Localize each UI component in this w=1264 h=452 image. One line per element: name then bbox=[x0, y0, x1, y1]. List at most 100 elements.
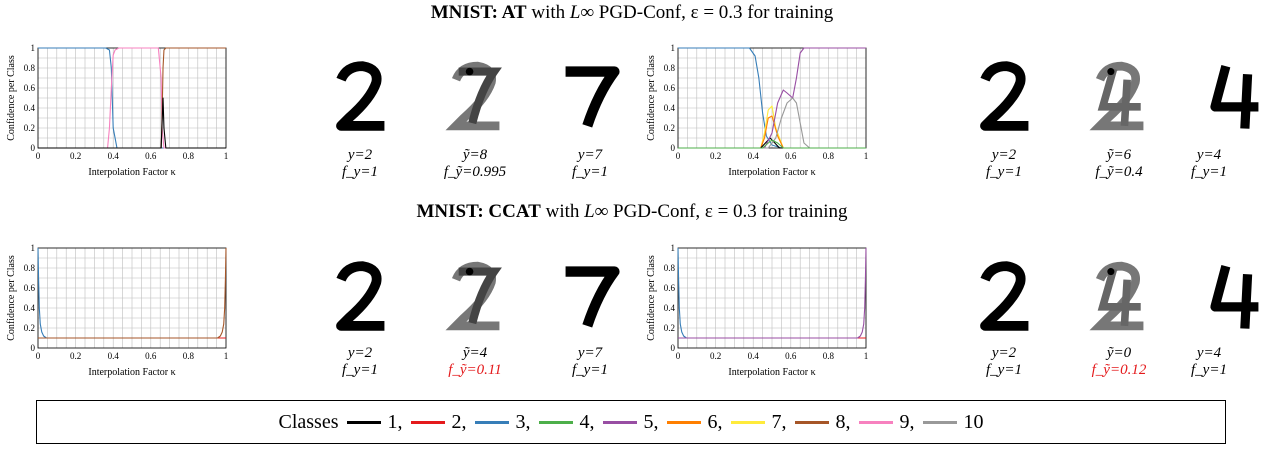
digit-image-2 bbox=[336, 61, 385, 131]
y-tick-label: 0.2 bbox=[24, 123, 35, 133]
y-tick-label: 0.4 bbox=[24, 303, 36, 313]
legend-item: 10 bbox=[922, 411, 984, 434]
confidence-plot-at-1: 0 0.2 0.4 0.6 0.8 1 0 0.2 0.4 0.6 0.8 1 Interpolatio… bbox=[6, 43, 229, 178]
legend-swatch bbox=[666, 420, 701, 424]
legend-swatch bbox=[346, 420, 381, 424]
section-title-ccat: MNIST: CCAT with L∞ PGD-Conf, ε = 0.3 fo… bbox=[0, 201, 1264, 223]
x-tick-label: 0.6 bbox=[785, 151, 797, 161]
x-tick-label: 1 bbox=[864, 351, 869, 361]
legend-swatch bbox=[794, 420, 829, 424]
x-tick-label: 0.8 bbox=[183, 351, 195, 361]
x-tick-label: 0.4 bbox=[748, 151, 760, 161]
legend-swatch bbox=[538, 420, 573, 424]
legend-item: 1, bbox=[346, 411, 403, 434]
legend-item: 2, bbox=[410, 410, 467, 434]
y-tick-label: 0.8 bbox=[24, 263, 36, 273]
title-text: PGD-Conf, ε = 0.3 for training bbox=[608, 201, 848, 222]
x-tick-label: 0.2 bbox=[70, 151, 81, 161]
x-tick-label: 0 bbox=[676, 151, 681, 161]
legend-label-text: 2, bbox=[451, 410, 467, 433]
legend-label-text: 9, bbox=[899, 410, 915, 433]
digit-image-2 bbox=[980, 261, 1029, 331]
x-tick-label: 0.8 bbox=[823, 351, 835, 361]
digit-image-7 bbox=[565, 66, 620, 128]
x-tick-label: 0.6 bbox=[145, 151, 157, 161]
legend-swatch bbox=[474, 420, 509, 424]
legend-swatch bbox=[602, 420, 637, 424]
legend-item: 4, bbox=[538, 410, 595, 434]
y-tick-label: 1 bbox=[31, 43, 36, 53]
y-tick-label: 0.6 bbox=[24, 83, 36, 93]
y-tick-label: 1 bbox=[671, 43, 676, 53]
title-bold: MNIST: CCAT bbox=[416, 201, 541, 222]
legend-item: 6, bbox=[666, 410, 723, 434]
x-tick-label: 0.6 bbox=[145, 351, 157, 361]
y-axis-label: Confidence per Class bbox=[6, 55, 17, 141]
digit-image-2 bbox=[336, 261, 385, 331]
class-legend: Classes 1, 2, 3, 4, 5, 6, 7, 8, 9, 10 bbox=[36, 400, 1226, 444]
legend-label: Classes bbox=[278, 410, 339, 433]
series-line-class-10 bbox=[678, 97, 866, 149]
y-tick-label: 0.8 bbox=[664, 263, 676, 273]
y-tick-label: 0 bbox=[671, 343, 676, 353]
x-tick-label: 0.4 bbox=[748, 351, 760, 361]
x-tick-label: 1 bbox=[224, 151, 229, 161]
legend-label-text: 6, bbox=[707, 410, 723, 433]
legend-item: 9, bbox=[858, 410, 915, 434]
y-tick-label: 0 bbox=[31, 143, 36, 153]
legend-item: 3, bbox=[474, 410, 531, 434]
caption-adversarial: ỹ=4 f_ỹ=0.11 bbox=[448, 345, 502, 378]
plot-frame bbox=[677, 247, 867, 349]
x-tick-label: 0.4 bbox=[108, 151, 120, 161]
legend-label-text: 3, bbox=[515, 410, 531, 433]
series-line-class-4 bbox=[678, 139, 866, 149]
x-tick-label: 0 bbox=[676, 351, 681, 361]
caption-target: y=4 f_y=1 bbox=[1191, 345, 1227, 378]
caption-source: y=2 f_y=1 bbox=[342, 345, 378, 378]
legend-swatch bbox=[730, 420, 765, 424]
title-bold: MNIST: AT bbox=[430, 2, 527, 23]
caption-adversarial: ỹ=8 f_ỹ=0.995 bbox=[443, 147, 507, 180]
caption-adversarial: ỹ=0 f_ỹ=0.12 bbox=[1091, 345, 1147, 378]
y-tick-label: 1 bbox=[31, 243, 36, 253]
y-tick-label: 0.2 bbox=[24, 323, 35, 333]
y-tick-label: 0.6 bbox=[24, 283, 36, 293]
series-line-class-5 bbox=[678, 47, 866, 149]
x-tick-label: 0 bbox=[36, 351, 41, 361]
caption-target: y=7 f_y=1 bbox=[572, 147, 608, 180]
y-tick-label: 0 bbox=[671, 143, 676, 153]
y-tick-label: 0.4 bbox=[24, 103, 36, 113]
y-tick-label: 0 bbox=[31, 343, 36, 353]
caption-target: y=7 f_y=1 bbox=[572, 345, 608, 378]
plot-frame bbox=[37, 247, 227, 349]
legend-item: 7, bbox=[730, 411, 787, 434]
caption-target: y=4 f_y=1 bbox=[1191, 147, 1227, 180]
title-joiner: with bbox=[526, 2, 570, 23]
y-tick-label: 1 bbox=[671, 243, 676, 253]
legend-label-text: 4, bbox=[579, 410, 595, 433]
x-tick-label: 0.2 bbox=[710, 351, 721, 361]
digit-image-4 bbox=[1210, 264, 1259, 329]
y-tick-label: 0.6 bbox=[664, 283, 676, 293]
title-math: L∞ bbox=[584, 201, 609, 222]
y-tick-label: 0.8 bbox=[664, 63, 676, 73]
x-tick-label: 0.8 bbox=[823, 151, 835, 161]
y-tick-label: 0.6 bbox=[664, 83, 676, 93]
y-axis-label: Confidence per Class bbox=[646, 55, 657, 141]
confidence-plot-ccat-2: 0 0.2 0.4 0.6 0.8 1 0 0.2 0.4 0.6 0.8 1 Interpolatio… bbox=[646, 243, 869, 378]
x-axis-label: Interpolation Factor κ bbox=[88, 367, 175, 378]
series-line-class-9 bbox=[38, 47, 226, 149]
confidence-plot-at-2: 0 0.2 0.4 0.6 0.8 1 0 0.2 0.4 0.6 0.8 1 Interpolatio… bbox=[646, 43, 868, 178]
section-title-at: MNIST: AT with L∞ PGD-Conf, ε = 0.3 for … bbox=[0, 2, 1264, 24]
x-tick-label: 0.8 bbox=[183, 151, 195, 161]
caption-source: y=2 f_y=1 bbox=[986, 345, 1022, 378]
title-joiner: with bbox=[540, 201, 585, 222]
y-tick-label: 0.4 bbox=[664, 303, 676, 313]
x-axis-label: Interpolation Factor κ bbox=[88, 167, 175, 178]
title-math: L∞ bbox=[569, 2, 594, 23]
legend-swatch bbox=[922, 420, 957, 424]
digit-image-interp-6 bbox=[1089, 61, 1144, 131]
digit-image-7 bbox=[565, 266, 620, 328]
digit-image-interp-8 bbox=[445, 61, 502, 131]
x-tick-label: 0.6 bbox=[785, 351, 797, 361]
